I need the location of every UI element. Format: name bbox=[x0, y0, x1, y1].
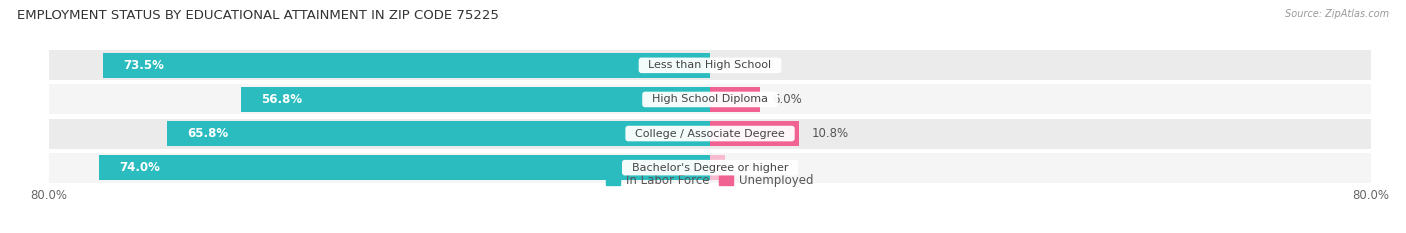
Bar bbox=[710, 121, 799, 146]
Text: High School Diploma: High School Diploma bbox=[645, 94, 775, 104]
Bar bbox=[98, 155, 710, 180]
Bar bbox=[49, 153, 1371, 183]
Bar bbox=[240, 87, 710, 112]
Text: 6.0%: 6.0% bbox=[772, 93, 801, 106]
Text: 56.8%: 56.8% bbox=[262, 93, 302, 106]
Text: Source: ZipAtlas.com: Source: ZipAtlas.com bbox=[1285, 9, 1389, 19]
Text: 0.0%: 0.0% bbox=[723, 59, 752, 72]
Bar bbox=[49, 119, 1371, 149]
Bar bbox=[49, 50, 1371, 80]
Text: EMPLOYMENT STATUS BY EDUCATIONAL ATTAINMENT IN ZIP CODE 75225: EMPLOYMENT STATUS BY EDUCATIONAL ATTAINM… bbox=[17, 9, 499, 22]
Bar bbox=[103, 53, 710, 78]
Bar bbox=[710, 87, 759, 112]
Text: College / Associate Degree: College / Associate Degree bbox=[628, 129, 792, 139]
Text: 1.8%: 1.8% bbox=[737, 161, 768, 174]
Bar bbox=[49, 84, 1371, 114]
Text: 65.8%: 65.8% bbox=[187, 127, 228, 140]
Text: 74.0%: 74.0% bbox=[120, 161, 160, 174]
Text: Less than High School: Less than High School bbox=[641, 60, 779, 70]
Bar bbox=[166, 121, 710, 146]
Text: 10.8%: 10.8% bbox=[811, 127, 849, 140]
Bar bbox=[710, 155, 725, 180]
Text: 73.5%: 73.5% bbox=[124, 59, 165, 72]
Text: Bachelor's Degree or higher: Bachelor's Degree or higher bbox=[624, 163, 796, 173]
Legend: In Labor Force, Unemployed: In Labor Force, Unemployed bbox=[602, 169, 818, 192]
